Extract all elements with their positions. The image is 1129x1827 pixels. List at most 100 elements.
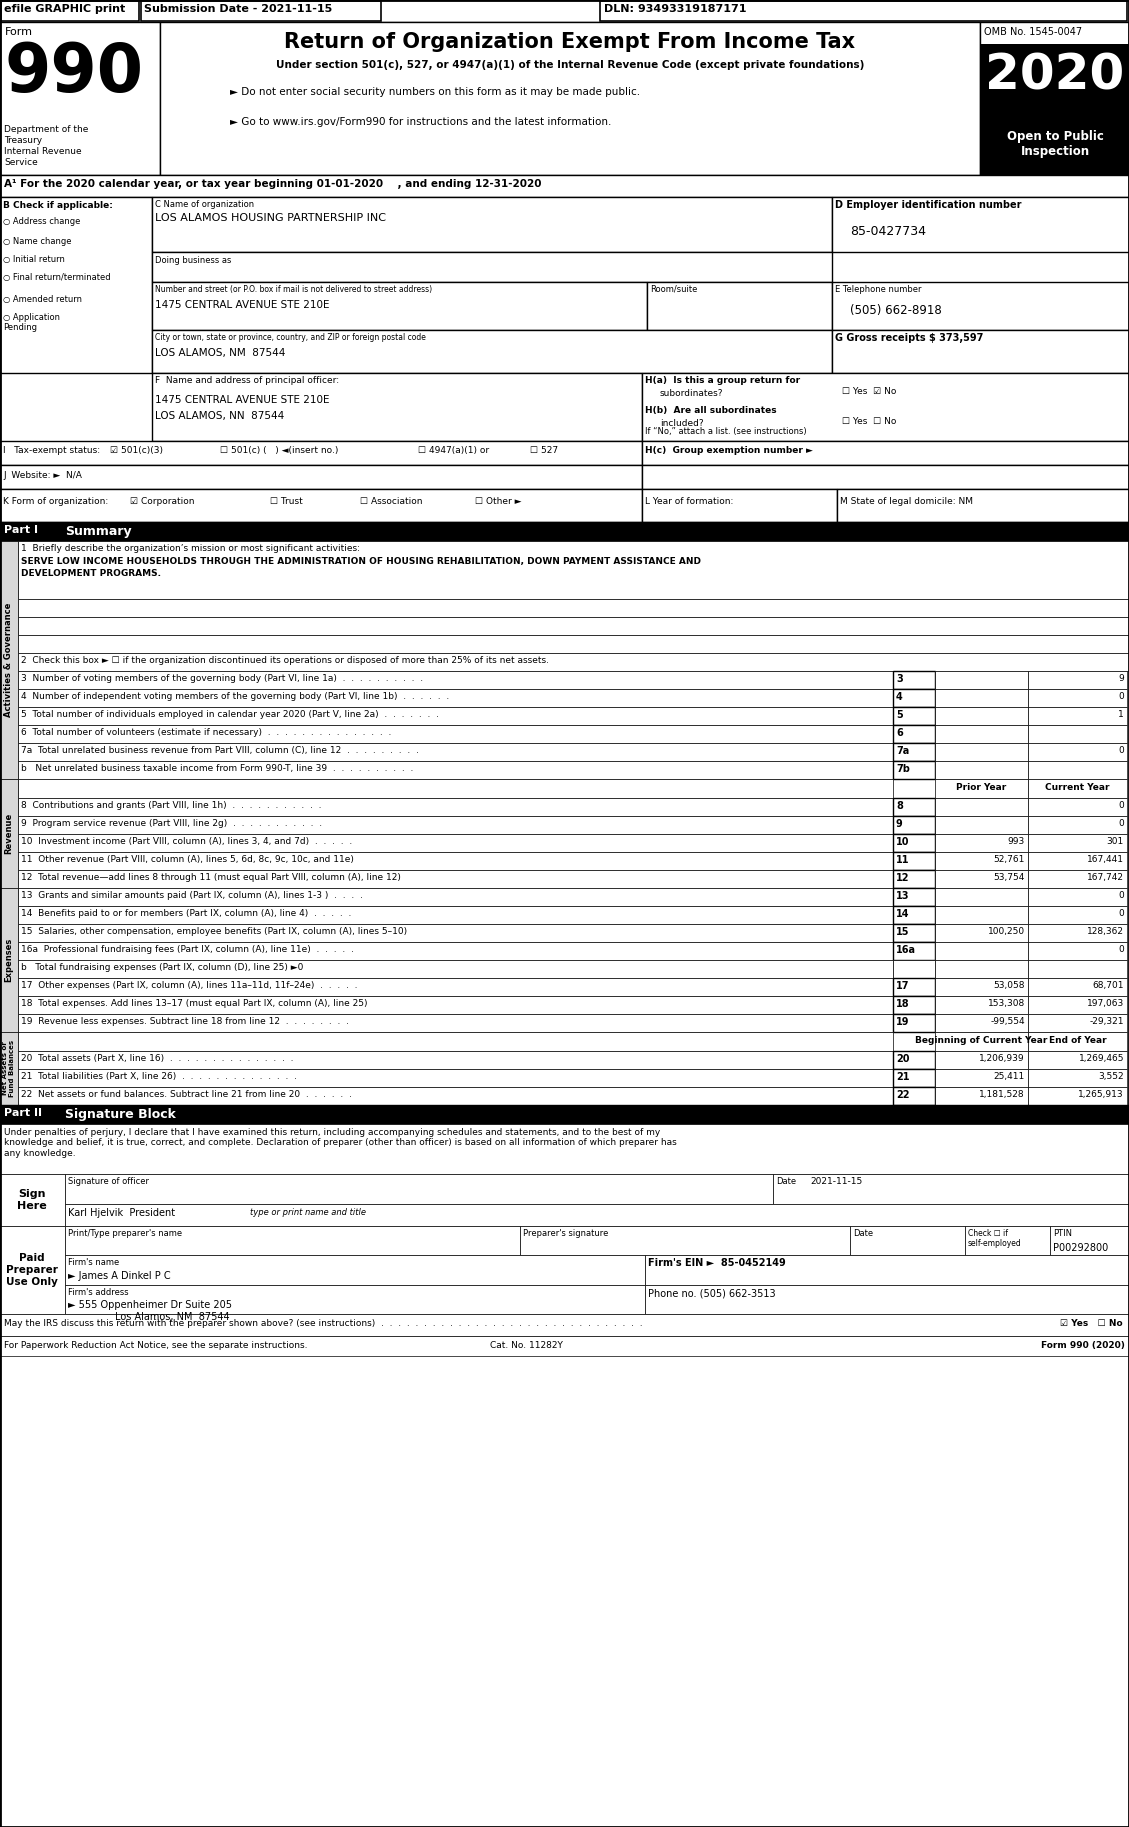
Bar <box>935 689 1029 707</box>
Text: City or town, state or province, country, and ZIP or foreign postal code: City or town, state or province, country… <box>155 333 426 342</box>
Text: I   Tax-exempt status:: I Tax-exempt status: <box>3 446 100 455</box>
Text: ► James A Dinkel P C: ► James A Dinkel P C <box>68 1272 170 1281</box>
Text: Cat. No. 11282Y: Cat. No. 11282Y <box>490 1341 563 1350</box>
Text: Open to Public
Inspection: Open to Public Inspection <box>1007 130 1103 157</box>
Bar <box>1029 1069 1127 1087</box>
Bar <box>18 833 893 851</box>
Bar <box>1029 1032 1127 1051</box>
Bar <box>520 1226 850 1255</box>
Bar <box>18 707 893 725</box>
Bar <box>893 1014 935 1032</box>
Bar <box>1029 851 1127 870</box>
Text: 167,742: 167,742 <box>1087 873 1124 882</box>
Bar <box>832 197 1129 252</box>
Bar <box>642 490 837 523</box>
Bar <box>18 1069 893 1087</box>
Text: Date: Date <box>776 1177 796 1186</box>
Bar <box>18 888 893 906</box>
Text: 25,411: 25,411 <box>994 1072 1025 1082</box>
Bar <box>893 888 935 906</box>
Text: 22  Net assets or fund balances. Subtract line 21 from line 20  .  .  .  .  .  .: 22 Net assets or fund balances. Subtract… <box>21 1091 352 1100</box>
Text: Phone no. (505) 662-3513: Phone no. (505) 662-3513 <box>648 1288 776 1297</box>
Text: 3  Number of voting members of the governing body (Part VI, line 1a)  .  .  .  .: 3 Number of voting members of the govern… <box>21 674 423 683</box>
Text: Activities & Governance: Activities & Governance <box>5 603 14 718</box>
Text: C Name of organization: C Name of organization <box>155 199 254 208</box>
Text: B Check if applicable:: B Check if applicable: <box>3 201 113 210</box>
Text: Date: Date <box>854 1230 873 1239</box>
Bar <box>0 440 642 466</box>
Bar <box>893 798 935 817</box>
Bar <box>0 778 18 888</box>
Text: 7a: 7a <box>896 745 909 756</box>
Text: 16a  Professional fundraising fees (Part IX, column (A), line 11e)  .  .  .  .  : 16a Professional fundraising fees (Part … <box>21 945 353 954</box>
Text: 9  Program service revenue (Part VIII, line 2g)  .  .  .  .  .  .  .  .  .  .  .: 9 Program service revenue (Part VIII, li… <box>21 818 322 828</box>
Text: Submission Date - 2021-11-15: Submission Date - 2021-11-15 <box>145 4 332 15</box>
Bar <box>0 175 1129 197</box>
Text: Prior Year: Prior Year <box>956 784 1007 791</box>
Bar <box>893 1087 935 1105</box>
Text: 16a: 16a <box>896 945 916 956</box>
Text: 15  Salaries, other compensation, employee benefits (Part IX, column (A), lines : 15 Salaries, other compensation, employe… <box>21 926 408 935</box>
Bar <box>832 281 1129 331</box>
Text: -99,554: -99,554 <box>990 1018 1025 1027</box>
Text: 14  Benefits paid to or for members (Part IX, column (A), line 4)  .  .  .  .  .: 14 Benefits paid to or for members (Part… <box>21 910 351 917</box>
Bar <box>893 833 935 851</box>
Text: H(c)  Group exemption number ►: H(c) Group exemption number ► <box>645 446 813 455</box>
Text: Signature Block: Signature Block <box>65 1107 176 1122</box>
Text: DLN: 93493319187171: DLN: 93493319187171 <box>604 4 746 15</box>
Bar <box>18 959 893 977</box>
Bar <box>935 817 1029 833</box>
Bar <box>0 1124 1129 1175</box>
Bar <box>0 1105 1129 1124</box>
Bar <box>1029 1087 1127 1105</box>
Bar <box>935 778 1029 798</box>
Text: Department of the: Department of the <box>5 124 88 133</box>
Bar <box>935 798 1029 817</box>
Bar <box>0 1336 1129 1356</box>
Text: Room/suite: Room/suite <box>650 285 698 294</box>
Text: M State of legal domicile: NM: M State of legal domicile: NM <box>840 497 973 506</box>
Text: LOS ALAMOS, NN  87544: LOS ALAMOS, NN 87544 <box>155 411 285 420</box>
Text: 7b: 7b <box>896 764 910 775</box>
Bar <box>893 707 935 725</box>
Text: ○ Amended return: ○ Amended return <box>3 294 82 303</box>
Bar <box>18 1087 893 1105</box>
Text: ☐ 501(c) (   ) ◄(insert no.): ☐ 501(c) ( ) ◄(insert no.) <box>220 446 339 455</box>
Text: Summary: Summary <box>65 524 132 537</box>
Text: Paid
Preparer
Use Only: Paid Preparer Use Only <box>6 1253 58 1286</box>
Bar <box>18 996 893 1014</box>
Bar <box>893 851 935 870</box>
Text: 19: 19 <box>896 1018 910 1027</box>
Text: Firm's EIN ►  85-0452149: Firm's EIN ► 85-0452149 <box>648 1259 786 1268</box>
Bar <box>1 2 139 20</box>
Text: ○ Initial return: ○ Initial return <box>3 256 64 263</box>
Bar <box>160 22 980 175</box>
Bar <box>935 1051 1029 1069</box>
Text: Number and street (or P.O. box if mail is not delivered to street address): Number and street (or P.O. box if mail i… <box>155 285 432 294</box>
Bar <box>893 1051 935 1069</box>
Bar <box>18 652 1129 671</box>
Bar <box>1029 798 1127 817</box>
Text: 0: 0 <box>1118 692 1124 702</box>
Text: G Gross receipts $ 373,597: G Gross receipts $ 373,597 <box>835 333 983 343</box>
Text: Firm's address: Firm's address <box>68 1288 129 1297</box>
Bar <box>893 977 935 996</box>
Bar <box>1029 744 1127 762</box>
Bar <box>893 1069 935 1087</box>
Text: 10  Investment income (Part VIII, column (A), lines 3, 4, and 7d)  .  .  .  .  .: 10 Investment income (Part VIII, column … <box>21 837 352 846</box>
Text: 53,754: 53,754 <box>994 873 1025 882</box>
Bar <box>1029 725 1127 744</box>
Text: Print/Type preparer's name: Print/Type preparer's name <box>68 1230 182 1239</box>
Bar <box>1029 888 1127 906</box>
Text: 20: 20 <box>896 1054 910 1063</box>
Text: 5: 5 <box>896 711 903 720</box>
Text: 0: 0 <box>1118 800 1124 809</box>
Text: 68,701: 68,701 <box>1093 981 1124 990</box>
Bar <box>1050 1226 1129 1255</box>
Text: 1475 CENTRAL AVENUE STE 210E: 1475 CENTRAL AVENUE STE 210E <box>155 300 330 311</box>
Bar <box>935 762 1029 778</box>
Text: 1,206,939: 1,206,939 <box>979 1054 1025 1063</box>
Bar <box>152 197 832 252</box>
Bar <box>0 0 1129 22</box>
Text: 0: 0 <box>1118 818 1124 828</box>
